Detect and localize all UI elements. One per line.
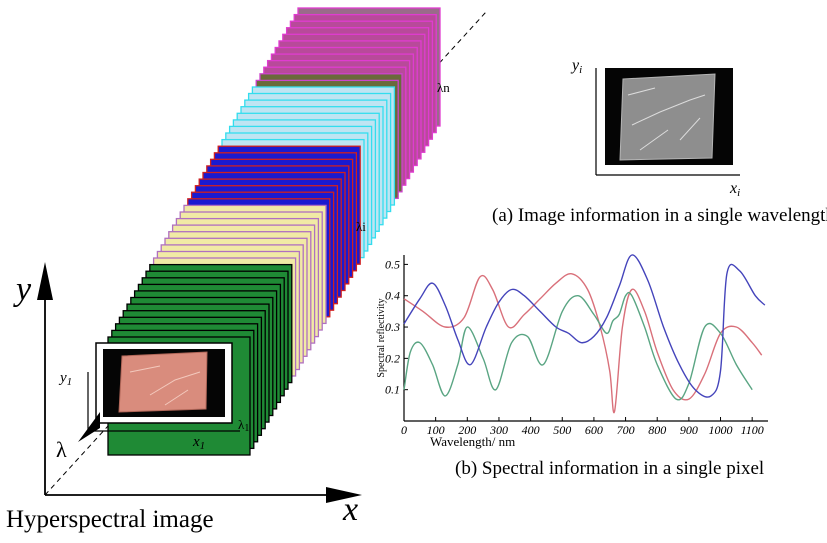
x-tick-label: 400 [522,423,540,437]
x-tick-label: 200 [458,423,476,437]
x-tick-label: 0 [401,423,407,437]
x-tick-label: 300 [489,423,508,437]
y-tick-label: 0.3 [385,320,400,334]
lambda-arrow-icon [78,412,100,442]
y-tick-label: 0.4 [385,289,400,303]
x-tick-label: 1000 [709,423,733,437]
y1-label: y1 [58,370,72,388]
yi-label: yi [570,57,582,76]
series-line-blue [403,254,766,398]
x-tick-label: 1100 [741,423,764,437]
x-arrow-icon [326,487,362,503]
spectral-chart: 0 100 200 300 400 500 600 700 800 900 1000 1100 0.1 0… [376,254,768,437]
single-wavelength-panel: yi xi [570,57,740,199]
x-tick-label: 100 [427,423,445,437]
x-tick-label: 600 [585,423,603,437]
caption-single-pixel: (b) Spectral information in a single pix… [455,458,765,479]
x-tick-label: 900 [680,423,698,437]
y-tick-label: 0.1 [385,383,400,397]
front-band-axes [78,372,240,442]
cube-y-axis-label: y [13,271,32,308]
lambda-n-label: λn [437,80,450,95]
x-tick-label: 700 [617,423,635,437]
series-line-red [403,273,763,414]
series-line-green [403,291,753,401]
cube-x-axis-label: x [342,491,358,528]
cube-lambda-axis-label: λ [56,437,67,462]
xi-label: xi [729,180,740,199]
lambda-1-label: λ1 [238,417,249,434]
y-arrow-icon [37,262,53,300]
lambda-i-label: λi [356,219,366,234]
chart-y-label: Spectral reflectivity [376,298,387,377]
front-band-image [95,342,233,424]
x1-label: x1 [192,434,205,452]
caption-single-wavelength: (a) Image information in a single wavele… [492,205,827,226]
y-tick-label: 0.2 [385,351,400,365]
chart-x-label: Wavelength/ nm [430,434,516,449]
x-tick-label: 800 [648,423,666,437]
hyperspectral-image-title: Hyperspectral image [6,506,214,533]
y-tick-label: 0.5 [385,257,400,271]
hyperspectral-cube: y x λ y1 x1 λ1 λi λn [13,7,487,528]
x-tick-label: 500 [553,423,571,437]
